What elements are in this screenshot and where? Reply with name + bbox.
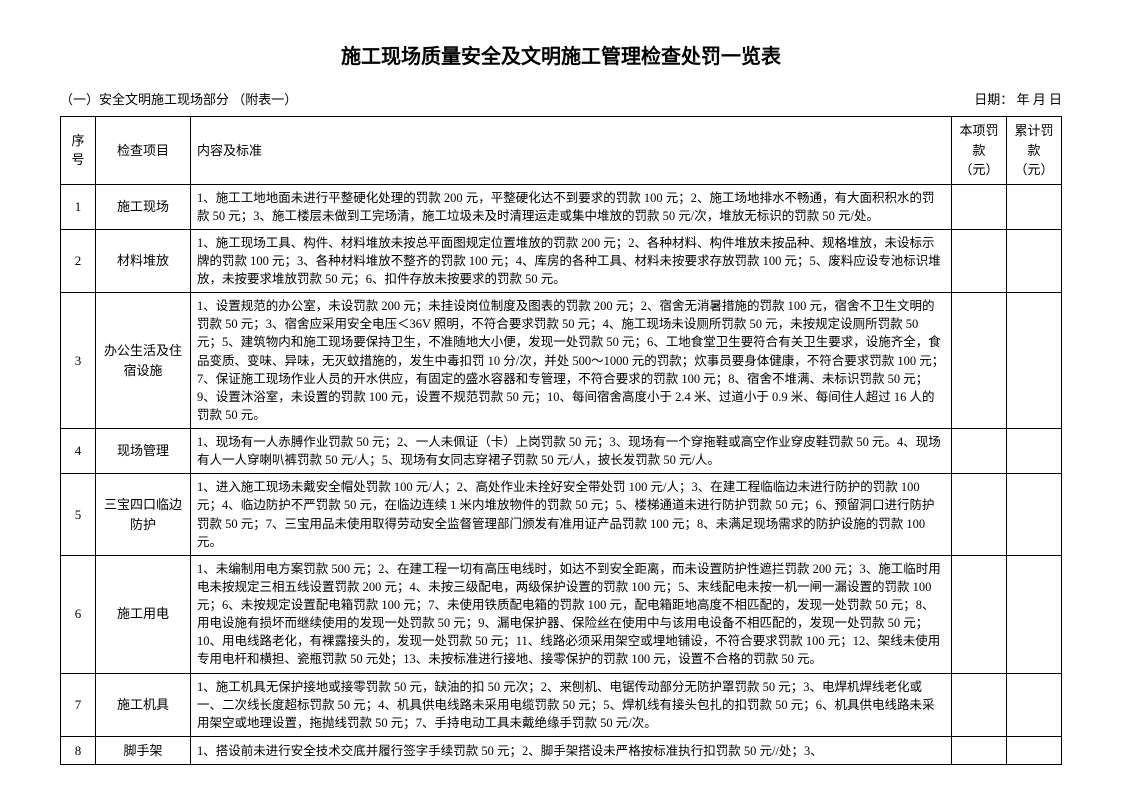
total-cell xyxy=(1007,736,1062,765)
item-cell: 脚手架 xyxy=(96,736,191,765)
table-row: 1施工现场1、施工工地地面未进行平整硬化处理的罚款 200 元，平整硬化达不到要… xyxy=(61,184,1062,229)
subtitle-row: （一）安全文明施工现场部分 （附表一） 日期： 年 月 日 xyxy=(60,89,1062,108)
header-total: 累计罚款（元） xyxy=(1007,117,1062,185)
table-row: 7施工机具1、施工机具无保护接地或接零罚款 50 元，缺油的扣 50 元次；2、… xyxy=(61,673,1062,736)
total-cell xyxy=(1007,429,1062,474)
table-row: 3办公生活及住宿设施1、设置规范的办公室，未设罚款 200 元；未挂设岗位制度及… xyxy=(61,293,1062,429)
item-cell: 办公生活及住宿设施 xyxy=(96,293,191,429)
content-cell: 1、设置规范的办公室，未设罚款 200 元；未挂设岗位制度及图表的罚款 200 … xyxy=(191,293,952,429)
table-row: 4现场管理1、现场有一人赤膊作业罚款 50 元；2、一人未佩证（卡）上岗罚款 5… xyxy=(61,429,1062,474)
subtitle-left: （一）安全文明施工现场部分 （附表一） xyxy=(60,89,297,108)
content-cell: 1、施工现场工具、构件、材料堆放未按总平面图规定位置堆放的罚款 200 元；2、… xyxy=(191,229,952,292)
content-cell: 1、施工工地地面未进行平整硬化处理的罚款 200 元，平整硬化达不到要求的罚款 … xyxy=(191,184,952,229)
total-cell xyxy=(1007,184,1062,229)
table-row: 8脚手架1、搭设前未进行安全技术交底并履行签字手续罚款 50 元；2、脚手架搭设… xyxy=(61,736,1062,765)
seq-cell: 3 xyxy=(61,293,96,429)
seq-cell: 1 xyxy=(61,184,96,229)
fine-cell xyxy=(952,673,1007,736)
item-cell: 施工现场 xyxy=(96,184,191,229)
item-cell: 施工机具 xyxy=(96,673,191,736)
item-cell: 材料堆放 xyxy=(96,229,191,292)
table-row: 6施工用电1、未编制用电方案罚款 500 元；2、在建工程一切有高压电线时，如达… xyxy=(61,555,1062,673)
subtitle-right: 日期： 年 月 日 xyxy=(974,89,1062,108)
seq-cell: 5 xyxy=(61,474,96,556)
seq-cell: 6 xyxy=(61,555,96,673)
total-cell xyxy=(1007,673,1062,736)
item-cell: 三宝四口临边防护 xyxy=(96,474,191,556)
seq-cell: 2 xyxy=(61,229,96,292)
header-item: 检查项目 xyxy=(96,117,191,185)
fine-cell xyxy=(952,474,1007,556)
fine-cell xyxy=(952,229,1007,292)
content-cell: 1、未编制用电方案罚款 500 元；2、在建工程一切有高压电线时，如达不到安全距… xyxy=(191,555,952,673)
content-cell: 1、施工机具无保护接地或接零罚款 50 元，缺油的扣 50 元次；2、来刨机、电… xyxy=(191,673,952,736)
penalty-table: 序号 检查项目 内容及标准 本项罚款（元） 累计罚款（元） 1施工现场1、施工工… xyxy=(60,116,1062,765)
total-cell xyxy=(1007,229,1062,292)
content-cell: 1、现场有一人赤膊作业罚款 50 元；2、一人未佩证（卡）上岗罚款 50 元；3… xyxy=(191,429,952,474)
fine-cell xyxy=(952,429,1007,474)
total-cell xyxy=(1007,474,1062,556)
seq-cell: 4 xyxy=(61,429,96,474)
content-cell: 1、搭设前未进行安全技术交底并履行签字手续罚款 50 元；2、脚手架搭设未严格按… xyxy=(191,736,952,765)
table-row: 5三宝四口临边防护1、进入施工现场未戴安全帽处罚款 100 元/人；2、高处作业… xyxy=(61,474,1062,556)
header-content: 内容及标准 xyxy=(191,117,952,185)
fine-cell xyxy=(952,555,1007,673)
header-seq: 序号 xyxy=(61,117,96,185)
fine-cell xyxy=(952,184,1007,229)
fine-cell xyxy=(952,293,1007,429)
item-cell: 施工用电 xyxy=(96,555,191,673)
table-row: 2材料堆放1、施工现场工具、构件、材料堆放未按总平面图规定位置堆放的罚款 200… xyxy=(61,229,1062,292)
header-row: 序号 检查项目 内容及标准 本项罚款（元） 累计罚款（元） xyxy=(61,117,1062,185)
total-cell xyxy=(1007,293,1062,429)
content-cell: 1、进入施工现场未戴安全帽处罚款 100 元/人；2、高处作业未拴好安全带处罚 … xyxy=(191,474,952,556)
seq-cell: 8 xyxy=(61,736,96,765)
fine-cell xyxy=(952,736,1007,765)
total-cell xyxy=(1007,555,1062,673)
seq-cell: 7 xyxy=(61,673,96,736)
header-fine: 本项罚款（元） xyxy=(952,117,1007,185)
item-cell: 现场管理 xyxy=(96,429,191,474)
main-title: 施工现场质量安全及文明施工管理检查处罚一览表 xyxy=(60,40,1062,69)
